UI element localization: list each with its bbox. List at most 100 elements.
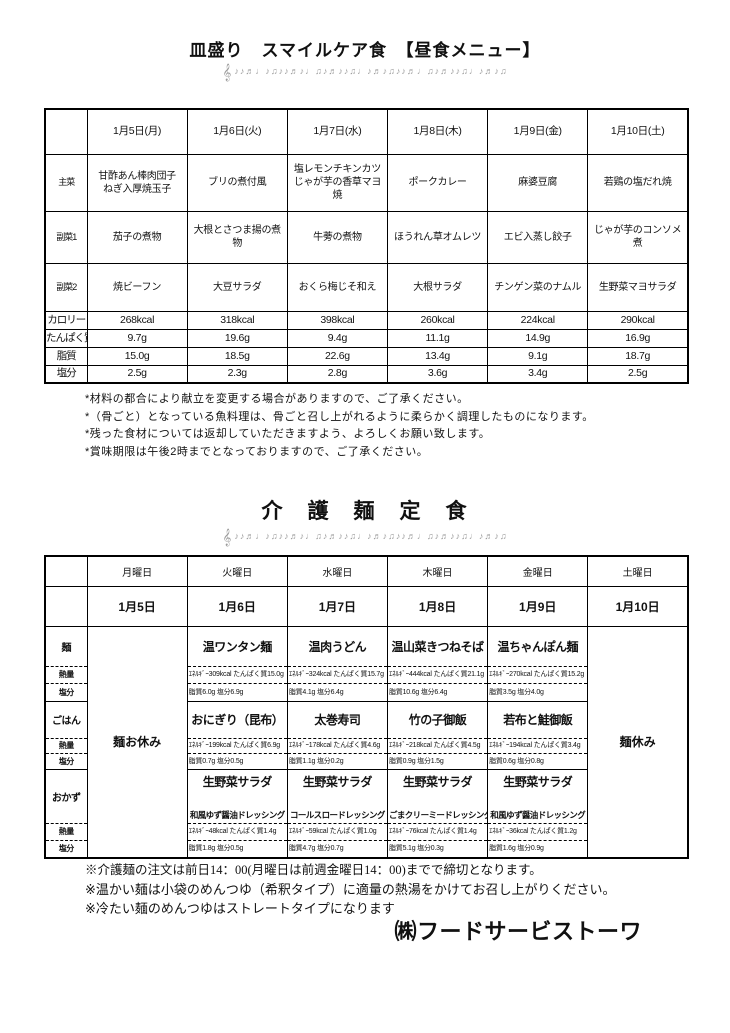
nutrition-cell: 脂質6.0g 塩分6.9g (186, 682, 288, 702)
nutrition-cell: ｴﾈﾙｷﾞｰ178kcal たんぱく質4.6g (286, 737, 388, 754)
calorie-row: カロリー 268kcal 318kcal 398kcal 260kcal 224… (44, 310, 689, 330)
salt-value: 2.8g (286, 364, 388, 384)
noodle-date-header: 1月6日 (186, 585, 288, 627)
row-label-fat: 脂質 (44, 346, 88, 366)
note-line: *（骨ごと）となっている魚料理は、骨ごと召し上がれるように柔らかく調理したものに… (85, 410, 594, 423)
salad-name: 生野菜サラダ (503, 774, 573, 789)
lunch-date-header: 1月5日(月) (86, 108, 188, 155)
row-label-energy: 熱量 (44, 822, 88, 841)
salt-value: 2.3g (186, 364, 288, 384)
side-energy-row: 熱量 ｴﾈﾙｷﾞｰ48kcal たんぱく質1.4g ｴﾈﾙｷﾞｰ59kcal た… (44, 822, 688, 841)
nutrition-cell: ｴﾈﾙｷﾞｰ48kcal たんぱく質1.4g (186, 822, 288, 841)
nutrition-cell: 脂質5.1g 塩分0.3g (386, 839, 489, 859)
row-label-salt: 塩分 (44, 752, 88, 770)
weekday-header: 火曜日 (186, 555, 288, 587)
nutrition-cell: ｴﾈﾙｷﾞｰ76kcal たんぱく質1.4g (386, 822, 489, 841)
menu-cell: チンゲン菜のナムル (487, 262, 589, 312)
calorie-value: 290kcal (587, 310, 689, 330)
note-line: ※冷たい麺のめんつゆはストレートタイプになります (85, 901, 395, 916)
menu-cell: 大根とさつま揚の煮物 (186, 210, 288, 264)
menu-cell: 茄子の煮物 (86, 210, 188, 264)
lunch-date-header: 1月9日(金) (487, 108, 589, 155)
monday-closed-cell: 麺お休み (86, 625, 188, 859)
nutrition-cell: ｴﾈﾙｷﾞｰ36kcal たんぱく質1.2g (487, 822, 589, 841)
dressing-name: コールスロードレッシング (289, 809, 385, 820)
menu-cell: 牛蒡の煮物 (286, 210, 388, 264)
dressing-name: ごまクリーミードレッシング (388, 809, 488, 820)
row-label-energy: 熱量 (44, 737, 88, 754)
salad-name: 生野菜サラダ (302, 774, 373, 789)
side-dish-cell: 生野菜サラダ 和風ゆず醤油ドレッシング (487, 768, 589, 824)
salad-name: 生野菜サラダ (202, 774, 273, 789)
noodle-date-header: 1月10日 (587, 585, 689, 627)
noodle-dish-row: 麺 麺お休み 温ワンタン麺 温肉うどん 温山菜きつねそば 温ちゃんぽん麺 麺休み (44, 625, 689, 859)
rice-salt-row: 塩分 脂質0.7g 塩分0.5g 脂質1.1g 塩分0.2g 脂質0.9g 塩分… (44, 752, 688, 770)
protein-value: 19.6g (186, 328, 288, 348)
noodle-dish-cell: 温ワンタン麺 (186, 625, 288, 667)
menu-cell: おくら梅じそ和え (286, 262, 388, 312)
menu-cell: 塩レモンチキンカツ じゃが芋の香草マヨ焼 (286, 153, 388, 212)
fat-value: 15.0g (86, 346, 188, 366)
side-dish2-row: 副菜2 焼ビーフン 大豆サラダ おくら梅じそ和え 大根サラダ チンゲン菜のナムル… (44, 262, 689, 312)
weekday-header: 月曜日 (86, 555, 188, 587)
care-noodle-table: 月曜日 火曜日 水曜日 木曜日 金曜日 土曜日 1月5日 1月6日 1月7日 1… (44, 555, 689, 859)
menu-cell: 生野菜マヨサラダ (587, 262, 689, 312)
music-notes-decoration: 𝄞 ♪♪♬♩♪♫♪♪♬♪♩♫♪♬♪♪♫♩♪♬♪♫♪♪♬♩♫♪♬♪♪♫♩♪♬♪♫ (0, 64, 730, 81)
fat-value: 18.7g (587, 346, 689, 366)
menu-cell: 焼ビーフン (86, 262, 188, 312)
noodle-date-header: 1月8日 (386, 585, 489, 627)
menu-cell: エビ入蒸し餃子 (487, 210, 589, 264)
weekday-header: 土曜日 (587, 555, 689, 587)
row-label-rice: ごはん (44, 700, 88, 739)
row-label-energy: 熱量 (44, 665, 88, 684)
lunch-date-header: 1月10日(土) (587, 108, 689, 155)
weekday-header: 水曜日 (286, 555, 388, 587)
fat-row: 脂質 15.0g 18.5g 22.6g 13.4g 9.1g 18.7g (44, 346, 689, 366)
side-dish-cell: 生野菜サラダ和風ゆず醤油ドレッシング (186, 768, 288, 824)
noodle-dish-cell: 温山菜きつねそば (386, 625, 489, 667)
rice-dish-cell: おにぎり（昆布） (186, 700, 288, 739)
note-line: *残った食材については返却していただきますよう、よろしくお願い致します。 (85, 428, 491, 440)
main-dish-row: 主菜 甘酢あん棒肉団子 ねぎ入厚焼玉子 ブリの煮付風 塩レモンチキンカツ じゃが… (44, 153, 689, 212)
nutrition-cell: 脂質0.7g 塩分0.5g (186, 752, 288, 770)
row-label-protein: たんぱく質 (44, 328, 88, 348)
protein-value: 16.9g (587, 328, 689, 348)
salt-value: 3.6g (386, 364, 489, 384)
protein-value: 14.9g (487, 328, 589, 348)
side-dish-cell: 生野菜サラダコールスロードレッシング (286, 768, 388, 824)
salt-value: 2.5g (587, 364, 689, 384)
protein-value: 9.7g (86, 328, 188, 348)
menu-cell: ポークカレー (386, 153, 489, 212)
nutrition-cell: 脂質1.8g 塩分0.5g (186, 839, 288, 859)
nutrition-cell: 脂質10.6g 塩分6.4g (386, 682, 489, 702)
side-dish-cell: 生野菜サラダ ごまクリーミードレッシング (386, 768, 489, 824)
lunch-corner-cell (44, 108, 88, 155)
salt-value: 2.5g (86, 364, 188, 384)
nutrition-cell: 脂質4.1g 塩分6.4g (286, 682, 388, 702)
note-line: *材料の都合により献立を変更する場合がありますので、ご了承ください。 (85, 393, 469, 405)
lunch-date-header: 1月8日(木) (386, 108, 489, 155)
noodle-date-header: 1月9日 (487, 585, 589, 627)
noodle-corner-cell (44, 555, 88, 587)
row-label-salt: 塩分 (44, 682, 88, 702)
noodle-corner-cell (44, 585, 88, 627)
row-label-salt: 塩分 (44, 839, 88, 859)
menu-cell: 若鶏の塩だれ焼 (587, 153, 689, 212)
calorie-value: 398kcal (286, 310, 388, 330)
nutrition-cell: ｴﾈﾙｷﾞｰ59kcal たんぱく質1.0g (286, 822, 388, 841)
lunch-menu-table: 1月5日(月) 1月6日(火) 1月7日(水) 1月8日(木) 1月9日(金) … (44, 108, 689, 384)
music-notes-row: ♪♪♬♩♪♫♪♪♬♪♩♫♪♬♪♪♫♩♪♬♪♫♪♪♬♩♫♪♬♪♪♫♩♪♬♪♫ (234, 66, 508, 76)
saturday-closed-cell: 麺休み (587, 625, 689, 859)
salt-row: 塩分 2.5g 2.3g 2.8g 3.6g 3.4g 2.5g (44, 364, 689, 384)
protein-value: 9.4g (286, 328, 388, 348)
menu-cell: 麻婆豆腐 (487, 153, 589, 212)
menu-cell: じゃが芋のコンソメ煮 (587, 210, 689, 264)
nutrition-cell: 脂質0.9g 塩分1.5g (386, 752, 489, 770)
side-dish-row: おかず 生野菜サラダ 和風ゆず醤油ドレッシング 生野菜サラダ コールスロードレッシン… (44, 768, 688, 824)
nutrition-cell: 脂質3.5g 塩分4.0g (487, 682, 589, 702)
nutrition-cell: 脂質0.6g 塩分0.8g (487, 752, 589, 770)
dressing-name: 和風ゆず醤油ドレッシング (189, 809, 285, 820)
lunch-notes: *材料の都合により献立を変更する場合がありますので、ご了承ください。 *（骨ごと… (85, 391, 594, 461)
weekday-header: 金曜日 (487, 555, 589, 587)
row-label-noodle: 麺 (44, 625, 88, 667)
